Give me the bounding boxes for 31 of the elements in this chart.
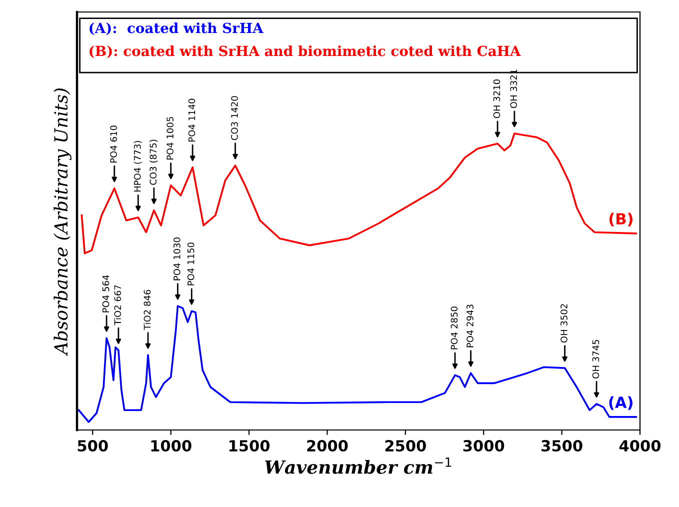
- annotation: OH 3210: [493, 79, 500, 118]
- x-tick-label: 1000: [151, 440, 192, 452]
- annotation: CO3 1420: [231, 96, 238, 140]
- annotation: TiO2 846: [144, 290, 151, 330]
- x-tick-label: 500: [78, 440, 108, 452]
- y-axis-title: Absorbance (Arbitrary Units): [54, 88, 72, 356]
- x-tick-label: 2500: [385, 440, 426, 452]
- text: (A): coated with SrHA: [90, 22, 264, 36]
- annotation: HPO4 (773): [134, 140, 142, 192]
- annotation: PO4 2943: [466, 304, 474, 348]
- annotation: CO3 (875): [150, 140, 158, 185]
- x-tick-label: 4000: [619, 440, 661, 452]
- x-tick-label: 3000: [463, 440, 504, 452]
- annotation: OH 3502: [560, 304, 568, 343]
- annotation: PO4 1140: [188, 98, 196, 142]
- annotation: PO4 564: [102, 275, 110, 312]
- x-tick-label: 1500: [229, 440, 270, 452]
- text: (B): coated with SrHA and biomimetic coted with CaHA: [90, 45, 521, 58]
- x-axis-title: Wavenumber cm$^{−1}$: [265, 458, 452, 474]
- series-label: (B): [609, 212, 632, 226]
- annotation: OH 3745: [592, 340, 600, 378]
- annotation: TiO2 667: [114, 285, 122, 326]
- x-tick-label: 2000: [307, 440, 348, 452]
- x-tick-label: 3500: [542, 440, 582, 452]
- series-label: (A): [609, 396, 632, 410]
- annotation: PO4 1005: [166, 117, 174, 160]
- annotation: PO4 1030: [174, 238, 180, 280]
- annotation: PO4 1150: [187, 242, 194, 286]
- annotation: OH 3321: [510, 70, 518, 108]
- annotation: PO4 2850: [450, 306, 458, 350]
- annotation: PO4 610: [110, 126, 117, 163]
